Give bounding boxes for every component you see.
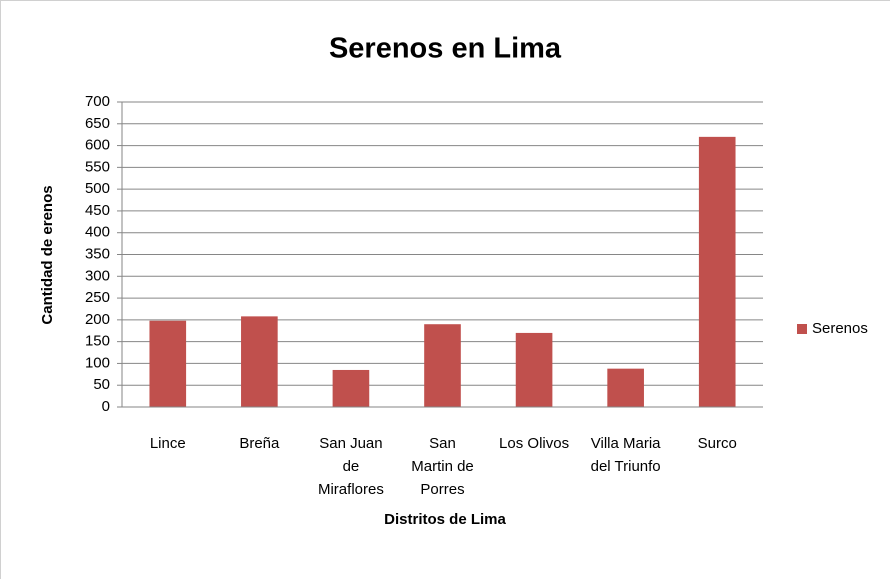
y-tick-label: 200 (85, 311, 110, 328)
y-tick-label: 650 (85, 115, 110, 132)
bar (424, 324, 461, 407)
y-tick-label: 50 (93, 376, 110, 393)
legend-swatch (797, 324, 807, 334)
y-tick-label: 450 (85, 202, 110, 219)
bar (332, 369, 370, 407)
y-tick-label: 250 (85, 289, 110, 306)
bar (607, 368, 644, 407)
bar (241, 316, 278, 407)
y-tick-label: 0 (102, 398, 110, 415)
y-tick-label: 550 (85, 158, 110, 175)
y-tick-label: 100 (85, 354, 110, 371)
y-tick-label: 700 (85, 93, 110, 110)
x-tick-label: San Martin de Porres (411, 435, 474, 498)
y-axis-title: Cantidad de erenos (39, 185, 56, 324)
y-tick-label: 300 (85, 267, 110, 284)
bar (698, 136, 736, 407)
bar (149, 320, 187, 407)
chart-title: Serenos en Lima (329, 33, 562, 65)
bar (515, 332, 553, 407)
y-tick-label: 600 (85, 137, 110, 154)
x-axis-title: Distritos de Lima (384, 511, 506, 528)
x-tick-label: Breña (239, 435, 280, 452)
y-tick-label: 350 (85, 245, 110, 262)
x-tick-label: Surco (698, 435, 737, 452)
y-tick-label: 150 (85, 333, 110, 350)
x-tick-label: Villa Maria del Triunfo (591, 435, 662, 475)
x-tick-label: Los Olivos (499, 435, 569, 452)
y-tick-label: 400 (85, 224, 110, 241)
legend-label: Serenos (812, 320, 868, 337)
y-tick-label: 500 (85, 180, 110, 197)
x-tick-label: Lince (150, 435, 186, 452)
x-tick-label: San Juan de Miraflores (318, 435, 384, 498)
